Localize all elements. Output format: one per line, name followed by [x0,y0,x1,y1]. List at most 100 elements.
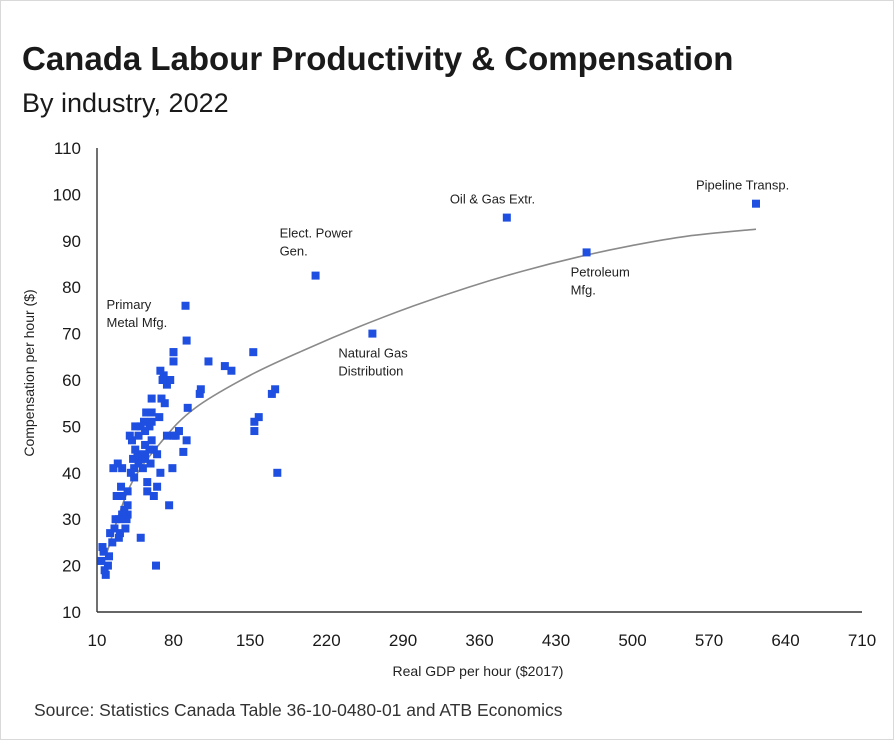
data-point [139,417,148,426]
data-point [153,450,162,459]
data-point [131,422,140,431]
point-annotation: Elect. Power [280,226,354,241]
data-point [149,492,158,500]
data-points [97,199,760,579]
data-point [249,348,258,357]
data-point [166,376,175,384]
data-point [204,357,213,366]
point-annotation: Oil & Gas Extr. [450,192,535,207]
data-point [220,362,229,371]
data-point [182,336,191,345]
data-point [110,524,119,533]
data-point [118,464,127,473]
x-tick-labels: 10 80 150 220 290 360 430 500 570 640 710 [88,631,877,650]
data-point [123,501,132,510]
data-point [156,366,165,375]
data-point [165,501,174,510]
data-point [123,487,132,496]
data-point [147,408,156,417]
data-point [117,482,126,491]
x-tick-label: 10 [88,631,107,650]
y-tick-label: 10 [62,603,81,622]
data-point [130,473,139,482]
data-point [582,248,591,257]
data-point [131,445,140,454]
x-tick-label: 290 [389,631,417,650]
data-point [273,468,282,477]
data-point [195,389,204,398]
data-point [121,524,130,533]
data-point [159,371,168,380]
data-point [97,556,106,565]
data-point [129,454,138,463]
x-tick-label: 80 [164,631,183,650]
point-annotations: Pipeline Transp. Oil & Gas Extr. Elect. Po… [107,178,790,379]
data-point [751,199,760,208]
y-tick-labels: 10 20 30 40 50 60 70 80 90 100 110 [53,139,81,622]
data-point [126,468,135,477]
y-tick-label: 70 [62,325,81,344]
point-annotation: Distribution [338,364,403,379]
data-point [155,413,164,422]
y-axis-label: Compensation per hour ($) [21,289,37,456]
x-axis-label: Real GDP per hour ($2017) [393,663,564,679]
data-point [147,436,156,445]
data-point [183,403,192,412]
trend-line [104,228,757,557]
data-point [182,436,191,445]
data-point [123,510,132,519]
data-point [108,538,117,547]
data-point [181,301,190,310]
y-tick-label: 110 [54,139,81,158]
data-point [250,427,259,436]
x-tick-label: 220 [312,631,340,650]
y-tick-label: 50 [62,417,81,436]
data-point [141,450,150,459]
y-tick-label: 100 [53,185,81,204]
data-point [158,376,167,384]
data-point [162,380,171,389]
data-point [174,427,183,436]
data-point [99,547,108,556]
data-point [502,213,511,222]
y-tick-label: 30 [62,510,81,529]
data-point [147,394,156,403]
chart-title: Canada Labour Productivity & Compensatio… [22,40,734,77]
point-annotation: Natural Gas [338,346,408,361]
data-point [169,431,178,440]
chart-subtitle: By industry, 2022 [22,88,229,118]
data-point [133,450,142,459]
data-point [147,417,156,426]
data-point [115,529,124,538]
point-annotation: Petroleum [571,264,630,279]
data-point [143,487,152,496]
data-point [196,385,205,394]
data-point [138,464,147,473]
data-point [125,431,134,440]
data-point [130,464,139,473]
point-annotation: Primary [107,297,152,312]
y-tick-label: 80 [62,278,81,297]
data-point [120,505,129,514]
y-tick-label: 20 [62,557,81,576]
data-point [162,431,171,440]
data-point [271,385,280,394]
point-annotation: Pipeline Transp. [696,178,789,193]
data-point [311,271,320,280]
data-point [122,515,131,524]
data-point [250,417,259,426]
data-point [157,394,166,403]
data-point [142,408,151,417]
data-point [114,533,123,542]
data-point [267,389,276,398]
point-annotation: Gen. [280,244,308,259]
data-point [118,510,127,519]
data-point [160,399,169,408]
x-tick-label: 710 [848,631,876,650]
data-point [368,329,377,338]
data-point [135,454,144,463]
data-point [141,427,150,436]
data-point [168,464,177,473]
x-tick-label: 570 [695,631,723,650]
